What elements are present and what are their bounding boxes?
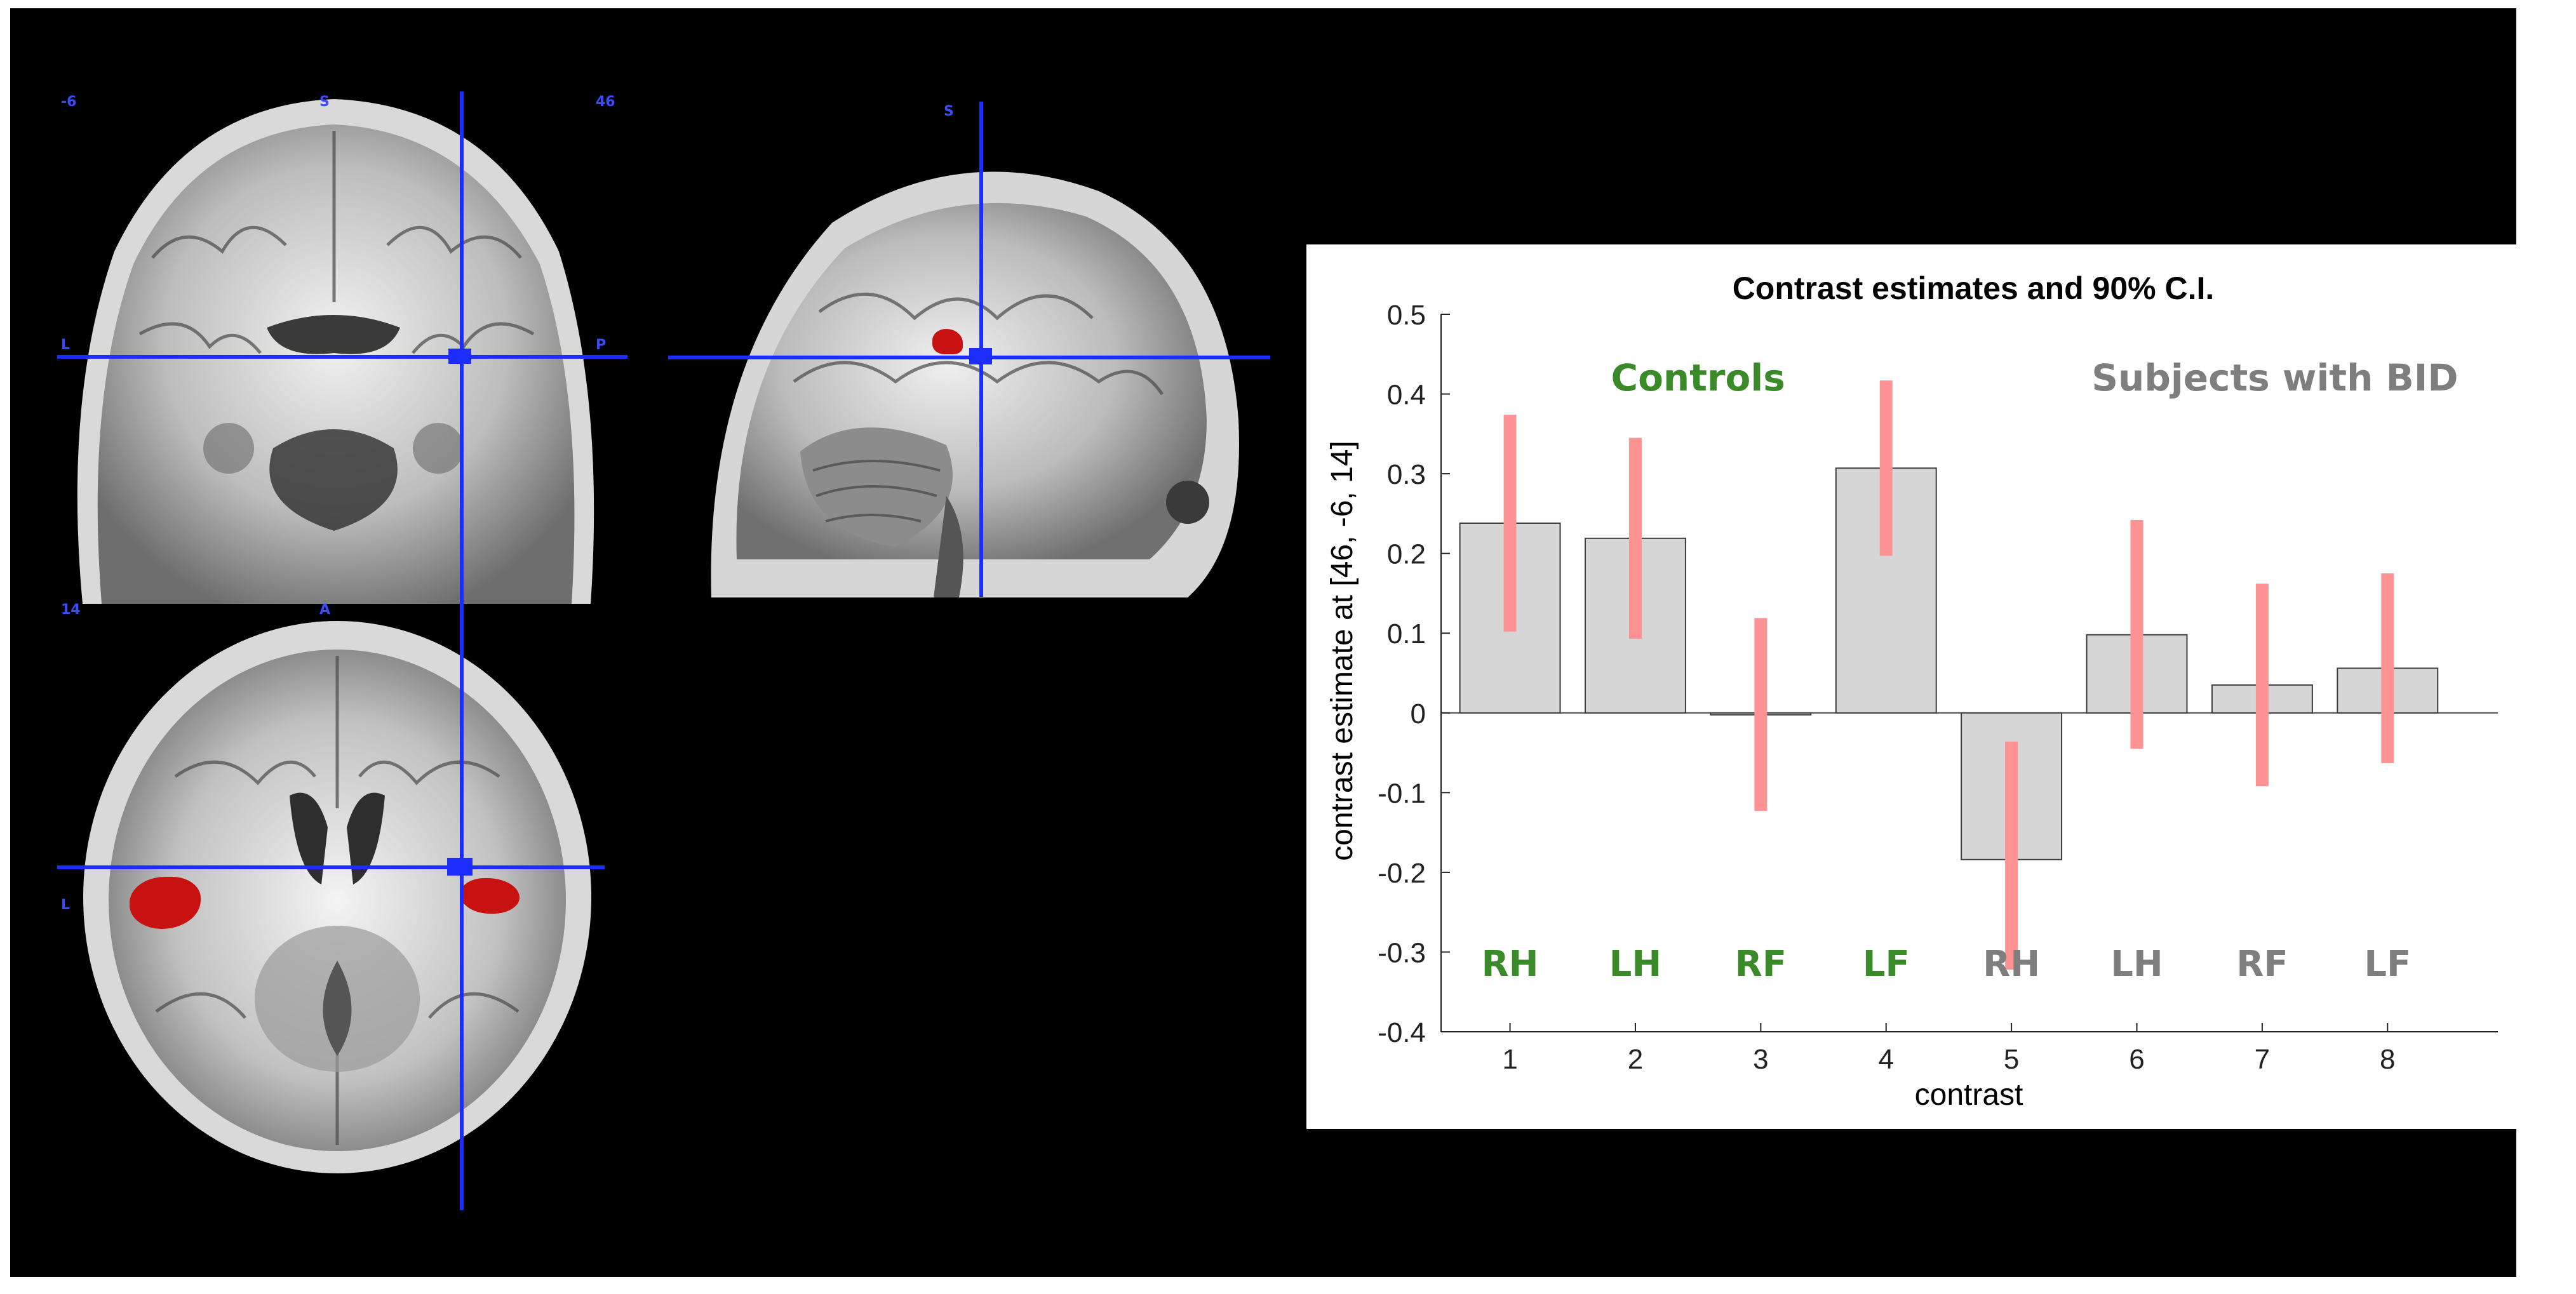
- bar-chart: Contrast estimates and 90% C.I. contrast…: [1325, 270, 2498, 1112]
- group-label: Subjects with BID: [2091, 356, 2458, 399]
- confidence-interval: [2381, 573, 2394, 763]
- y-tick-label: -0.1: [1378, 778, 1426, 809]
- confidence-interval: [2005, 741, 2018, 970]
- confidence-interval-series: [1503, 380, 2394, 970]
- activation-blob-axial-left: [130, 877, 201, 929]
- chart-title: Contrast estimates and 90% C.I.: [1733, 270, 2215, 306]
- x-tick-label: 4: [1878, 1044, 1893, 1075]
- x-tick-label: 5: [2004, 1044, 2019, 1075]
- coronal-slice-number: -6: [61, 94, 77, 110]
- confidence-interval: [1503, 415, 1517, 632]
- tick-labels: -0.4 -0.3 -0.2 -0.1 0 0.1 0.2 0.3 0.4 0.5 1 2 3 4 5 6 7 8: [1378, 300, 2395, 1075]
- confidence-interval: [1628, 437, 1642, 639]
- coronal-brain-slice: [57, 93, 611, 604]
- x-tick-label: 6: [2129, 1044, 2144, 1075]
- condition-labels: RH LH RF LF RH LH RF LF: [1482, 944, 2412, 985]
- activation-blob-axial-right: [461, 878, 520, 914]
- bar-series: [1459, 467, 2439, 860]
- x-axis-label: contrast: [1915, 1078, 2023, 1112]
- axial-brain-image: [83, 621, 591, 1173]
- group-label: Controls: [1611, 356, 1785, 399]
- coronal-coordinate-label: 46: [596, 94, 615, 110]
- confidence-interval: [1754, 618, 1768, 811]
- confidence-interval: [1879, 380, 1893, 556]
- confidence-interval: [2130, 519, 2143, 749]
- x-tick-label: 2: [1628, 1044, 1643, 1075]
- x-tick-label: 8: [2380, 1044, 2395, 1075]
- y-tick-label: 0.5: [1387, 300, 1426, 331]
- axial-brain-slice: [80, 618, 594, 1177]
- coronal-superior-label: S: [319, 94, 330, 110]
- confidence-interval: [2255, 584, 2269, 787]
- condition-label: LF: [1863, 944, 1910, 985]
- y-tick-label: 0.2: [1387, 539, 1426, 570]
- x-tick-label: 3: [1753, 1044, 1768, 1075]
- y-tick-label: -0.4: [1378, 1017, 1426, 1048]
- axial-left-label: L: [61, 897, 70, 913]
- contrast-estimate-plot: Contrast estimates and 90% C.I. contrast…: [1306, 244, 2519, 1129]
- axial-anterior-label: A: [319, 602, 331, 618]
- crosshair-horizontal-axial: [57, 865, 605, 869]
- crosshair-center-marker-axial: [447, 858, 473, 876]
- sagittal-superior-label: S: [944, 103, 954, 119]
- y-tick-label: -0.3: [1378, 937, 1426, 968]
- coronal-posterior-label: P: [596, 337, 607, 353]
- y-axis-label: contrast estimate at [46, -6, 14]: [1325, 441, 1359, 861]
- condition-label: RF: [2236, 944, 2288, 985]
- y-tick-label: 0.3: [1387, 459, 1426, 490]
- condition-label: RH: [1983, 944, 2040, 985]
- y-tick-label: 0.4: [1387, 380, 1426, 411]
- y-tick-label: 0.1: [1387, 618, 1426, 650]
- sagittal-brain-slice: [705, 153, 1251, 597]
- sagittal-brain-image: [711, 171, 1239, 597]
- x-tick-label: 7: [2255, 1044, 2270, 1075]
- condition-label: LF: [2364, 944, 2411, 985]
- condition-label: RF: [1735, 944, 1787, 985]
- condition-label: LH: [1609, 944, 1662, 985]
- crosshair-center-marker-sagittal: [969, 348, 992, 364]
- group-labels: Controls Subjects with BID: [1611, 356, 2459, 399]
- axial-slice-number: 14: [61, 602, 81, 618]
- activation-blob-sagittal: [932, 329, 963, 354]
- x-tick-label: 1: [1502, 1044, 1517, 1075]
- condition-label: RH: [1482, 944, 1539, 985]
- crosshair-center-marker-coronal: [448, 349, 471, 364]
- y-tick-label: -0.2: [1378, 858, 1426, 889]
- coronal-brain-image: [77, 99, 594, 604]
- condition-label: LH: [2110, 944, 2163, 985]
- crosshair-horizontal-coronal: [57, 355, 627, 359]
- crosshair-vertical-coronal-axial: [460, 91, 464, 1210]
- y-tick-label: 0: [1411, 698, 1426, 730]
- coronal-left-label: L: [61, 337, 70, 353]
